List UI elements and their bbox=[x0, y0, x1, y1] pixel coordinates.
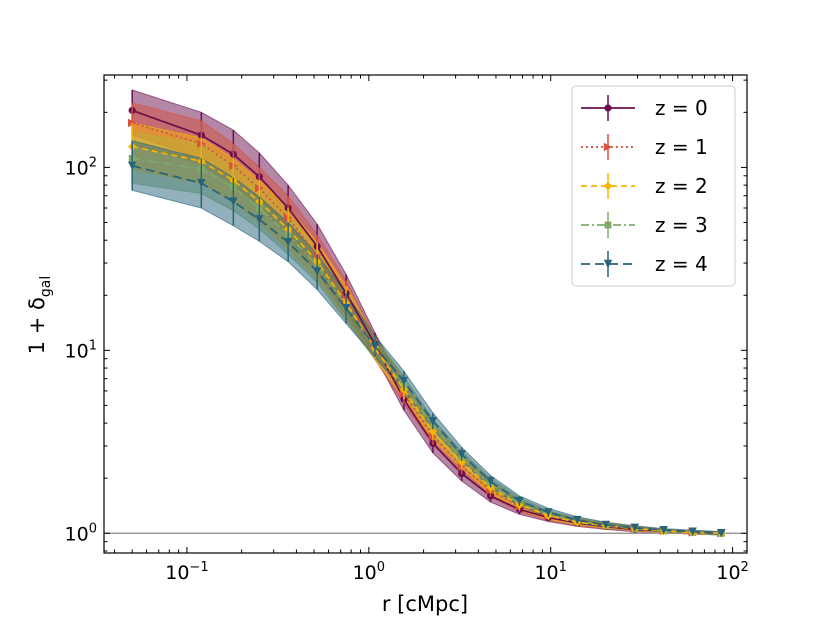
legend-marker bbox=[604, 104, 612, 112]
legend-marker bbox=[604, 221, 612, 229]
legend-entry-z=4: z = 4 bbox=[581, 251, 708, 277]
legend-marker bbox=[603, 259, 613, 269]
data-point bbox=[283, 238, 293, 247]
legend-label: z = 0 bbox=[655, 96, 708, 120]
y-tick-label: 102 bbox=[65, 155, 97, 179]
series-z=4 bbox=[127, 140, 726, 538]
data-point bbox=[717, 529, 726, 538]
series-line bbox=[131, 109, 722, 535]
y-axis-label-main: 1 + δ bbox=[25, 297, 49, 354]
y-tick-label: 100 bbox=[65, 521, 97, 545]
x-tick-label: 100 bbox=[353, 560, 385, 584]
axis-ticks bbox=[104, 75, 747, 553]
data-point bbox=[428, 416, 438, 426]
data-point bbox=[573, 515, 582, 525]
legend-label: z = 3 bbox=[655, 213, 708, 237]
data-point bbox=[428, 427, 438, 436]
y-tick-label: 101 bbox=[65, 338, 97, 362]
data-series bbox=[127, 89, 726, 538]
y-axis-label-sub: gal bbox=[38, 276, 54, 297]
legend-label: z = 1 bbox=[655, 135, 708, 159]
y-axis-label: 1 + δgal bbox=[25, 276, 54, 355]
legend-label: z = 4 bbox=[655, 252, 708, 276]
data-point bbox=[457, 450, 466, 459]
data-point bbox=[341, 303, 351, 313]
x-tick-label: 102 bbox=[716, 560, 748, 584]
x-tick-labels: 10−1 100 101 102 bbox=[165, 560, 749, 584]
data-point bbox=[486, 477, 495, 486]
data-point bbox=[688, 527, 697, 536]
data-point bbox=[399, 376, 409, 386]
data-point bbox=[312, 267, 322, 276]
legend-entry-z=0: z = 0 bbox=[581, 95, 708, 121]
legend-label: z = 2 bbox=[655, 174, 708, 198]
legend-marker bbox=[603, 181, 613, 191]
x-tick-label: 10−1 bbox=[165, 560, 208, 584]
svg-text:1 + δgal: 1 + δgal bbox=[25, 276, 54, 355]
y-tick-labels: 100 101 102 bbox=[65, 155, 97, 545]
legend-entry-z=2: z = 2 bbox=[581, 173, 708, 199]
x-tick-label: 101 bbox=[534, 560, 566, 584]
legend-box bbox=[571, 85, 736, 287]
legend-entry-z=3: z = 3 bbox=[581, 212, 708, 238]
x-axis-label: r [cMpc] bbox=[382, 592, 468, 616]
legend-marker bbox=[603, 142, 613, 152]
data-point bbox=[457, 457, 466, 467]
data-point bbox=[229, 197, 238, 206]
data-point bbox=[255, 215, 264, 224]
data-point bbox=[370, 342, 380, 351]
data-point bbox=[601, 520, 611, 530]
series-line bbox=[132, 145, 722, 535]
series-line bbox=[132, 157, 722, 535]
legend: z = 0 z = 1 z = 2 z = 3 z = 4 bbox=[571, 85, 736, 287]
data-point bbox=[127, 161, 137, 171]
data-point bbox=[630, 523, 640, 533]
data-point bbox=[515, 496, 524, 506]
series-line bbox=[131, 164, 722, 535]
legend-entry-z=1: z = 1 bbox=[581, 134, 708, 160]
data-point bbox=[197, 178, 206, 188]
data-point bbox=[659, 525, 668, 535]
data-point bbox=[544, 508, 553, 517]
plot-frame bbox=[103, 74, 748, 554]
